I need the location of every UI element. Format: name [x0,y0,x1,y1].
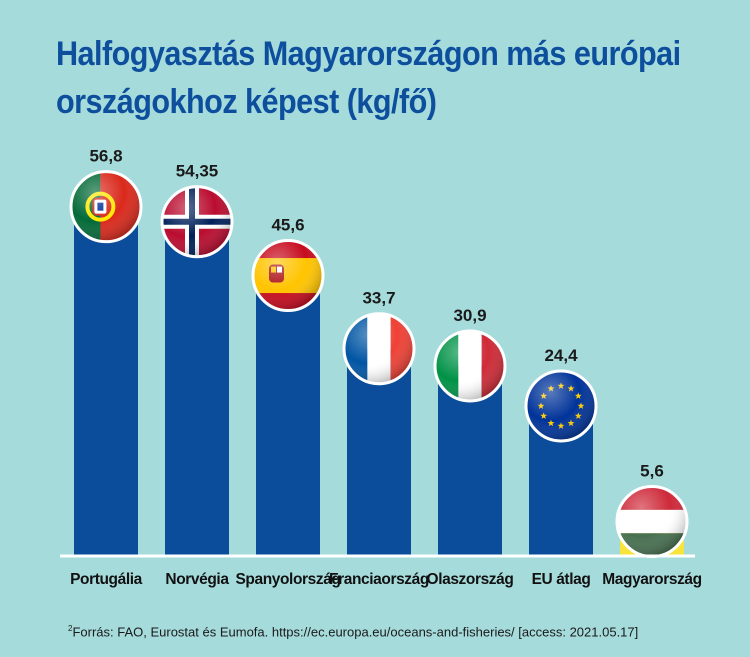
value-label-spanyolorszag: 45,6 [271,216,304,235]
bar-spanyolorszag [256,275,320,556]
italy-flag-icon [433,329,507,403]
source-text: Forrás: FAO, Eurostat és Eumofa. https:/… [72,624,639,640]
value-label-norvegia: 54,35 [176,162,219,181]
category-label-spanyolorszag: Spanyolország [235,571,340,588]
bar-norvegia [165,221,229,556]
source-note: 2Forrás: FAO, Eurostat és Eumofa. https:… [68,624,638,639]
category-label-norvegia: Norvégia [165,571,229,588]
value-label-eu-atlag: 24,4 [544,346,578,365]
value-label-olaszorszag: 30,9 [453,306,486,325]
category-label-portugalia: Portugália [70,571,143,588]
value-label-portugalia: 56,8 [89,147,122,166]
chart-title: Halfogyasztás Magyarországon más európai… [56,30,681,126]
chart-title-line-2: országokhoz képest (kg/fő) [56,83,437,121]
chart-title-line-1: Halfogyasztás Magyarországon más európai [56,35,681,73]
norway-flag-icon [160,185,234,259]
spain-flag-icon [251,239,325,313]
bar-portugalia [74,206,138,556]
eu-flag-icon [524,369,598,443]
category-label-magyarorszag: Magyarország [602,571,701,588]
value-label-franciaorszag: 33,7 [362,289,395,308]
bar-chart: 56,8 Portugália 54,35 Norvégia 45,6 Spanyolor… [60,147,702,588]
portugal-flag-icon [69,170,143,244]
france-flag-icon [342,312,416,386]
category-label-olaszorszag: Olaszország [427,571,514,588]
hungary-flag-icon [615,485,689,559]
value-label-magyarorszag: 5,6 [640,462,664,481]
category-label-franciaorszag: Franciaország [329,571,429,588]
source-footnote-marker: 2 [68,624,73,633]
category-label-eu-atlag: EU átlag [532,571,591,588]
